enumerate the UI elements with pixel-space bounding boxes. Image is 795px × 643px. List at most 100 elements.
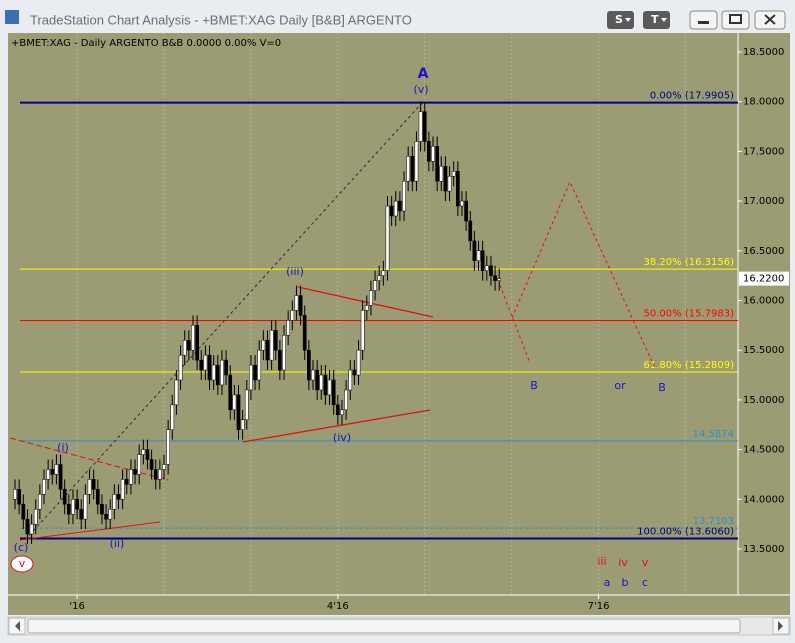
candle-body — [79, 508, 84, 520]
candle-body — [240, 419, 245, 430]
candle-body — [497, 278, 502, 281]
candle-body — [249, 364, 253, 391]
candle-body — [476, 250, 481, 261]
scrollbar[interactable] — [7, 616, 791, 636]
candle-body — [62, 489, 67, 505]
candle-body — [472, 240, 477, 261]
minimize-button[interactable] — [689, 10, 718, 30]
candle-body — [398, 200, 402, 212]
last-price-box — [739, 271, 789, 286]
candle-body — [460, 200, 464, 207]
candle-body — [71, 499, 75, 515]
candle-body — [269, 330, 274, 361]
wave-label: v — [642, 556, 649, 569]
toolbar-button[interactable]: S — [615, 13, 623, 26]
candle-body — [385, 205, 390, 271]
candle-body — [427, 141, 431, 162]
candle-body — [232, 394, 237, 411]
candle-body — [42, 479, 46, 495]
candle-body — [133, 469, 137, 475]
candle-body — [50, 469, 55, 475]
wave-label: v — [19, 557, 26, 570]
toolbar-s[interactable]: S — [607, 11, 634, 29]
candle-body — [186, 339, 191, 351]
candle-body — [33, 508, 38, 525]
candle-body — [228, 374, 233, 411]
candle-body — [340, 409, 344, 416]
candle-body — [298, 295, 303, 316]
candle-body — [261, 339, 266, 351]
app-icon — [5, 10, 19, 24]
window-title: TradeStation Chart Analysis - +BMET:XAG … — [30, 12, 412, 27]
level-label: 100.00% (13.6060) — [637, 526, 734, 537]
candle-body — [100, 503, 104, 515]
candle-body — [439, 166, 444, 182]
candle-body — [195, 325, 199, 361]
wave-circle — [10, 555, 34, 573]
candle-body — [83, 494, 88, 520]
candle-body — [455, 171, 460, 207]
candle-body — [402, 180, 406, 212]
candle-body — [191, 325, 195, 351]
candle-body — [360, 310, 365, 351]
candle-body — [381, 270, 386, 276]
candle-body — [369, 290, 373, 306]
candle-body — [95, 489, 100, 505]
y-tick-label: 14.0000 — [743, 494, 784, 505]
projection — [511, 180, 656, 369]
scroll-thumb[interactable] — [27, 618, 741, 634]
candle-body — [422, 111, 427, 142]
level-label: 38.20% (16.3156) — [644, 257, 735, 268]
wave-label: (c) — [14, 541, 29, 554]
trend-line — [24, 102, 423, 541]
candle-body — [17, 489, 22, 505]
candle-body — [393, 200, 398, 217]
candle-body — [484, 265, 489, 271]
symbol-line: +BMET:XAG - Daily ARGENTO B&B 0.0000 0.0… — [11, 38, 281, 49]
wave-label: (i) — [57, 441, 69, 454]
close-button[interactable] — [754, 10, 786, 30]
candle-body — [120, 479, 125, 500]
candle-body — [364, 305, 369, 311]
candle-body — [141, 449, 146, 455]
candle-body — [286, 320, 291, 336]
candle-body — [414, 141, 419, 182]
price-axis — [738, 33, 790, 595]
candle-body — [319, 374, 324, 391]
candle-body — [493, 275, 497, 281]
candle-body — [344, 389, 348, 411]
trend-line — [297, 286, 434, 318]
wave-label: B — [658, 381, 666, 394]
candle-body — [356, 349, 361, 376]
maximize-button[interactable] — [721, 10, 750, 30]
candle-body — [468, 220, 473, 242]
y-tick-label: 15.5000 — [743, 345, 784, 356]
toolbar-t[interactable]: T — [643, 11, 670, 29]
y-tick-label: 13.5000 — [743, 544, 784, 555]
candle-body — [137, 454, 142, 475]
candle-body — [489, 265, 493, 276]
candle-body — [257, 349, 262, 381]
level-label: 14.5874 — [693, 429, 734, 440]
y-tick-label: 17.0000 — [743, 196, 784, 207]
y-tick-label: 17.5000 — [743, 146, 784, 157]
trend-line — [19, 521, 161, 541]
candle-body — [307, 349, 311, 381]
candle-body — [480, 250, 485, 271]
candle-body — [29, 523, 34, 535]
candle-body — [174, 379, 179, 406]
candle-body — [199, 359, 204, 371]
candle-body — [91, 479, 96, 490]
candle-body — [410, 156, 415, 182]
x-tick-label: '16 — [69, 601, 84, 612]
candle-body — [104, 513, 108, 520]
wave-label: iii — [597, 555, 606, 568]
toolbar-button[interactable]: T — [651, 13, 659, 26]
candle-body — [215, 364, 220, 386]
candle-body — [220, 359, 224, 386]
candle-body — [282, 335, 286, 371]
candle-body — [406, 156, 411, 182]
candle-body — [373, 280, 377, 291]
candle-body — [203, 354, 208, 371]
